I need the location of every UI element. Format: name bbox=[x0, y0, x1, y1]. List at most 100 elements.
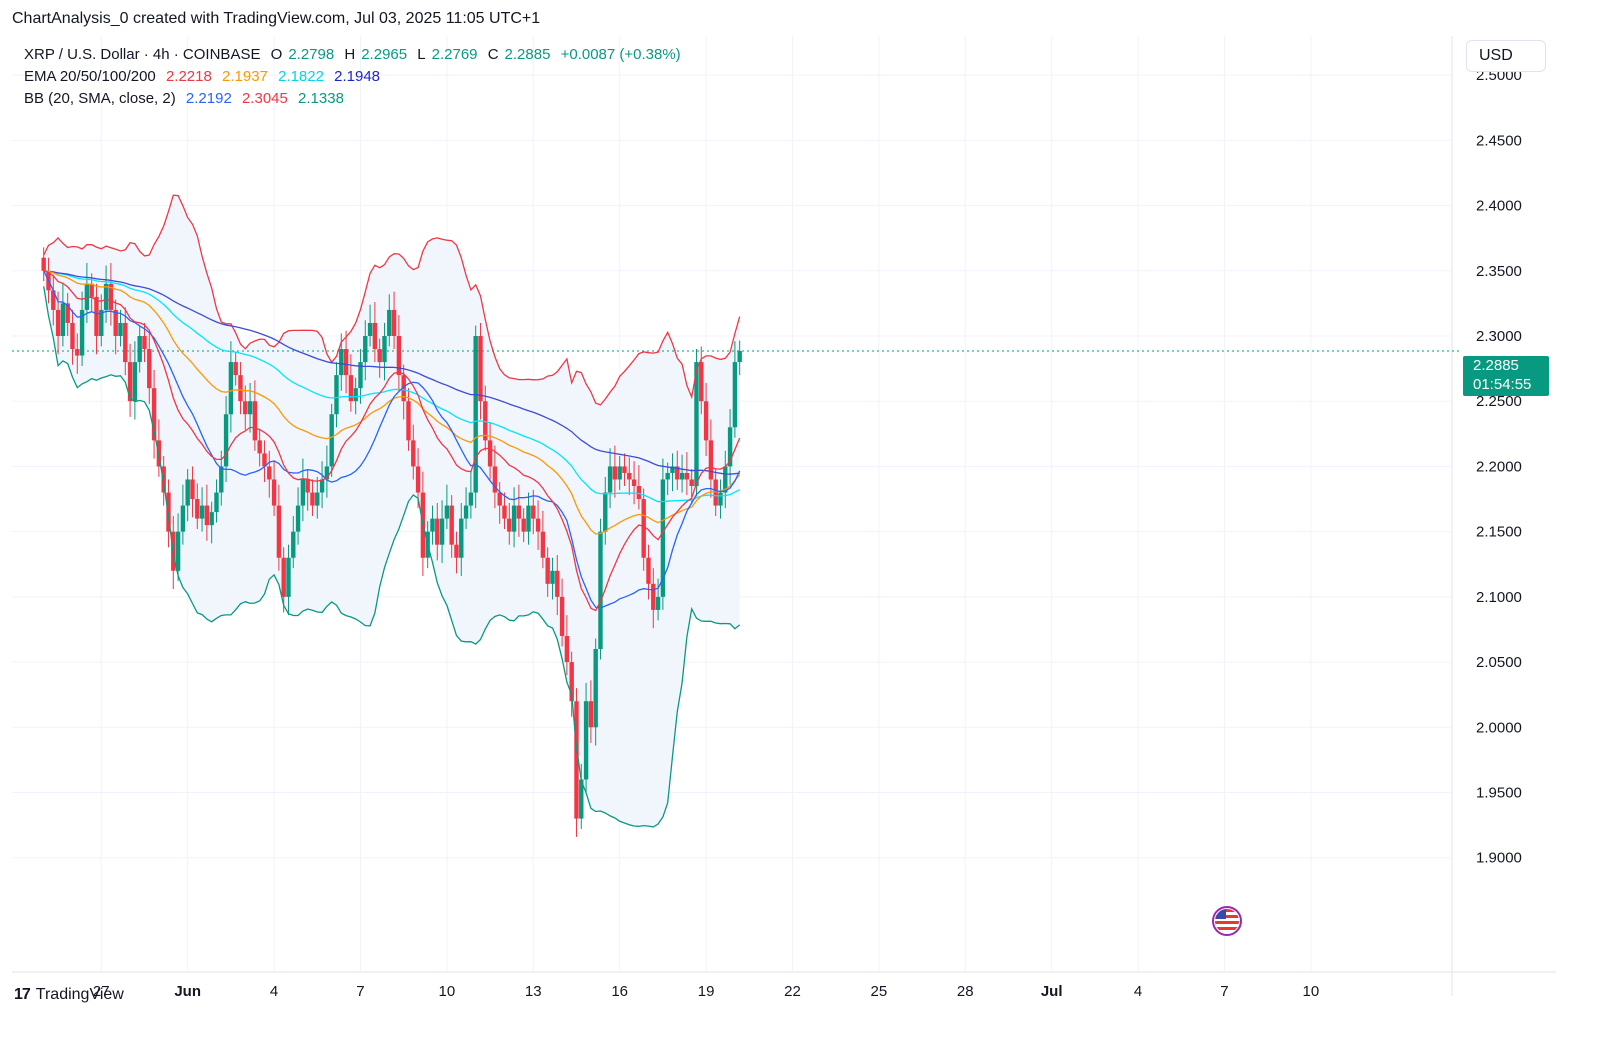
candle-body bbox=[151, 388, 157, 441]
bar-countdown: 01:54:55 bbox=[1473, 376, 1532, 393]
ema50-value: 2.1937 bbox=[222, 68, 268, 85]
candle-body bbox=[463, 505, 469, 519]
ema200-value: 2.1948 bbox=[334, 68, 381, 85]
ohlc-high: H 2.2965 bbox=[344, 46, 408, 63]
candle-body bbox=[612, 466, 618, 480]
legend-bb-row: BB (20, SMA, close, 2) 2.2192 2.3045 2.1… bbox=[24, 88, 687, 110]
candle-body bbox=[396, 336, 402, 376]
chart-area[interactable]: 2.5000 2.4500 2.4000 2.3500 2.3000 2.2500 2.20… bbox=[12, 36, 1556, 996]
candle-body bbox=[583, 701, 589, 780]
chart-legend: XRP / U.S. Dollar · 4h · COINBASE O 2.279… bbox=[24, 44, 687, 110]
candle-body bbox=[70, 322, 75, 350]
ema-label[interactable]: EMA 20/50/100/200 bbox=[24, 68, 156, 85]
candle-body bbox=[679, 472, 685, 480]
candle-body bbox=[353, 388, 358, 402]
candle-body bbox=[593, 649, 598, 728]
candle-body bbox=[391, 309, 397, 336]
candle-body bbox=[603, 492, 608, 532]
candle-body bbox=[123, 322, 128, 363]
candle-body bbox=[636, 486, 642, 500]
candle-body bbox=[219, 466, 224, 493]
candle-body bbox=[372, 322, 378, 350]
price-change: +0.0087 (+0.38%) bbox=[560, 46, 681, 63]
ohlc-low: L 2.2769 bbox=[417, 46, 478, 63]
y-tick-label: 1.9000 bbox=[1476, 850, 1522, 867]
candle-body bbox=[319, 479, 325, 493]
candle-body bbox=[291, 531, 296, 558]
candle-body bbox=[79, 309, 85, 356]
ema200-line bbox=[43, 270, 740, 475]
candle-body bbox=[324, 466, 330, 480]
candle-body bbox=[367, 322, 373, 336]
ema100-line bbox=[43, 270, 741, 503]
x-tick-label: 22 bbox=[784, 983, 801, 996]
y-tick-label: 2.3500 bbox=[1476, 263, 1522, 280]
candle-body bbox=[387, 309, 392, 336]
candle-body bbox=[247, 401, 253, 415]
candle-body bbox=[84, 283, 90, 310]
candle-body bbox=[363, 336, 368, 363]
chart-caption: ChartAnalysis_0 created with TradingView… bbox=[12, 10, 541, 27]
candle-body bbox=[478, 336, 483, 402]
candle-body bbox=[147, 349, 152, 389]
candle-body bbox=[142, 336, 147, 350]
candle-body bbox=[401, 375, 406, 402]
legend-ema-row: EMA 20/50/100/200 2.2218 2.1937 2.1822 2… bbox=[24, 66, 687, 88]
last-price-value: 2.2885 bbox=[1473, 357, 1519, 374]
symbol-label[interactable]: XRP / U.S. Dollar · 4h · COINBASE bbox=[24, 46, 261, 63]
candle-body bbox=[252, 401, 258, 441]
candle-body bbox=[315, 492, 320, 506]
candle-body bbox=[94, 296, 99, 336]
x-tick-label: 16 bbox=[611, 983, 628, 996]
candle-body bbox=[127, 362, 133, 402]
candle-body bbox=[651, 583, 656, 610]
candle-body bbox=[655, 596, 661, 610]
candle-body bbox=[271, 479, 277, 506]
candle-body bbox=[559, 596, 565, 636]
candle-body bbox=[694, 362, 699, 486]
x-tick-label: 4 bbox=[1134, 983, 1142, 996]
candle-body bbox=[492, 466, 498, 493]
y-tick-label: 2.2000 bbox=[1476, 458, 1522, 475]
bb-upper-line bbox=[43, 194, 741, 406]
candle-body bbox=[310, 492, 315, 506]
candle-body bbox=[233, 362, 238, 376]
bb-basis-line bbox=[43, 270, 741, 609]
price-chart[interactable]: 2.50002.45002.40002.35002.30002.25002.20… bbox=[12, 36, 1556, 996]
y-tick-label: 2.1500 bbox=[1476, 524, 1522, 541]
candle-body bbox=[276, 505, 282, 558]
candle-body bbox=[641, 499, 646, 558]
x-tick-label: 10 bbox=[439, 983, 456, 996]
candle-body bbox=[497, 492, 502, 506]
candle-body bbox=[435, 518, 440, 545]
ema20-line bbox=[43, 270, 741, 612]
candle-body bbox=[732, 362, 738, 428]
currency-button[interactable]: USD bbox=[1466, 40, 1546, 72]
tradingview-brand[interactable]: 17 TradingView bbox=[14, 986, 124, 1004]
candle-body bbox=[286, 557, 291, 597]
candle-body bbox=[103, 283, 109, 310]
candle-body bbox=[137, 336, 142, 363]
candle-body bbox=[540, 531, 546, 558]
candle-body bbox=[430, 518, 435, 532]
x-tick-label: 10 bbox=[1303, 983, 1320, 996]
candle-body bbox=[468, 492, 474, 506]
candle-body bbox=[622, 466, 627, 473]
candle-body bbox=[684, 472, 690, 480]
candle-body bbox=[295, 505, 301, 532]
us-flag-icon[interactable] bbox=[1212, 906, 1242, 936]
candle-body bbox=[703, 401, 709, 441]
y-tick-label: 1.9500 bbox=[1476, 785, 1522, 802]
candle-body bbox=[521, 518, 526, 532]
candle-body bbox=[180, 505, 186, 532]
x-tick-label: 27 bbox=[93, 983, 110, 996]
candle-body bbox=[526, 505, 531, 532]
candle-body bbox=[175, 531, 181, 571]
candle-body bbox=[195, 499, 200, 519]
candle-body bbox=[675, 466, 680, 480]
brand-name: TradingView bbox=[35, 986, 124, 1003]
bb-label[interactable]: BB (20, SMA, close, 2) bbox=[24, 90, 176, 107]
candle-body bbox=[459, 518, 464, 558]
candle-body bbox=[689, 479, 694, 486]
candle-body bbox=[723, 466, 728, 493]
